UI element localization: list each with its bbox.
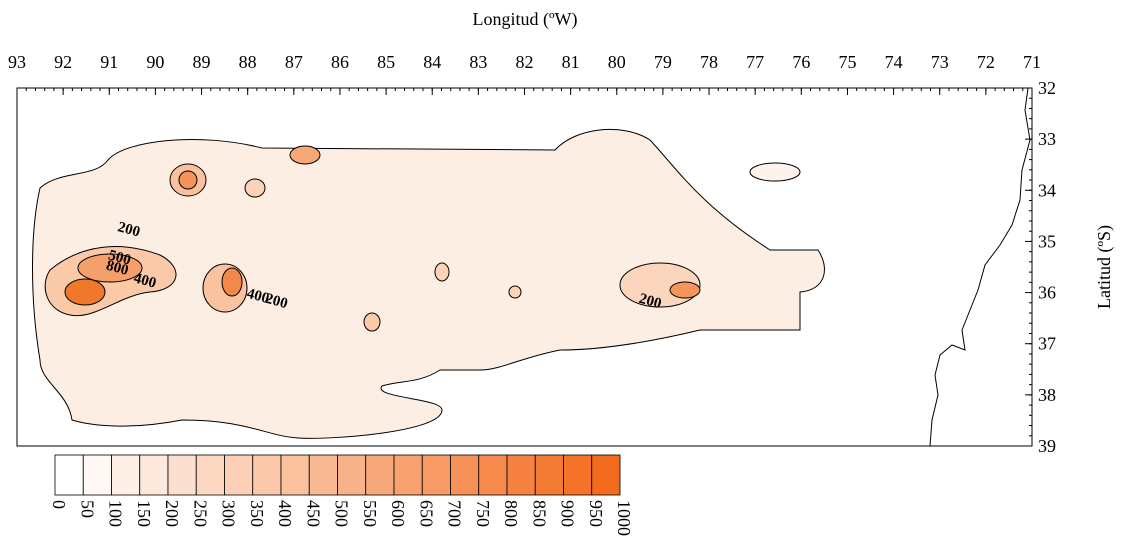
- x-tick-label: 71: [1023, 52, 1041, 72]
- colorbar-swatch: [111, 454, 141, 496]
- colorbar-label: 400: [275, 500, 295, 527]
- colorbar-label: 750: [473, 500, 493, 527]
- x-tick-label: 93: [8, 52, 26, 72]
- x-tick-label: 82: [516, 52, 534, 72]
- contour-label: 200: [263, 291, 289, 312]
- colorbar-label: 450: [303, 500, 323, 527]
- contour-label: 400: [132, 270, 158, 291]
- colorbar-swatch: [450, 454, 480, 496]
- colorbar-label: 700: [445, 500, 465, 527]
- x-tick-label: 81: [562, 52, 580, 72]
- coastline: [929, 87, 1031, 447]
- x-tick-label: 75: [838, 52, 856, 72]
- colorbar-label: 550: [360, 500, 380, 527]
- contour-peak: [64, 278, 106, 306]
- colorbar-label: 600: [388, 500, 408, 527]
- x-tick-label: 85: [377, 52, 395, 72]
- contour-region: [32, 128, 825, 439]
- colorbar-swatch: [534, 454, 564, 496]
- colorbar-swatch: [139, 454, 169, 496]
- colorbar-label: 950: [586, 500, 606, 527]
- contour-label: 200: [116, 219, 142, 240]
- colorbar-swatch: [393, 454, 423, 496]
- colorbar-swatch: [195, 454, 225, 496]
- contour-peak: [221, 267, 243, 297]
- colorbar-label: 500: [332, 500, 352, 527]
- x-tick-label: 84: [423, 52, 441, 72]
- colorbar-label: 100: [106, 500, 126, 527]
- x-tick-label: 89: [193, 52, 211, 72]
- colorbar-label: 150: [134, 500, 154, 527]
- contour-high: [434, 262, 450, 282]
- colorbar-label: 200: [162, 500, 182, 527]
- colorbar-swatch: [337, 454, 367, 496]
- colorbar-swatch: [421, 454, 451, 496]
- colorbar-swatch: [280, 454, 310, 496]
- contour-peak: [77, 253, 143, 283]
- y-tick-label: 37: [1038, 334, 1056, 354]
- x-tick-label: 90: [146, 52, 164, 72]
- y-tick-label: 39: [1038, 436, 1056, 456]
- contour-label: 500: [107, 247, 133, 268]
- x-tick-label: 87: [285, 52, 303, 72]
- contour-peak: [289, 145, 321, 165]
- x-tick-label: 73: [931, 52, 949, 72]
- contour-label: 200: [637, 291, 663, 312]
- colorbar: 0 50 100 150 200 250 300 350 400 450 500 550 600 650 7…: [49, 454, 634, 536]
- contour-peak: [178, 170, 198, 190]
- colorbar-swatch: [224, 454, 254, 496]
- colorbar-swatch: [563, 454, 593, 496]
- colorbar-label: 50: [77, 500, 97, 518]
- x-tick-label: 91: [100, 52, 118, 72]
- x-tick-label: 79: [654, 52, 672, 72]
- contour-label: 800: [104, 258, 130, 279]
- colorbar-swatch: [167, 454, 197, 496]
- y-tick-label: 36: [1038, 283, 1056, 303]
- y-tick-label: 32: [1038, 78, 1056, 98]
- x-tick-label: 92: [54, 52, 72, 72]
- colorbar-swatch: [365, 454, 395, 496]
- colorbar-label: 650: [416, 500, 436, 527]
- map-frame: [16, 87, 1033, 447]
- contour-label: 400: [245, 286, 271, 307]
- x-tick-label: 83: [469, 52, 487, 72]
- colorbar-label: 800: [501, 500, 521, 527]
- colorbar-label: 1000: [614, 500, 634, 536]
- y-tick-label: 35: [1038, 231, 1056, 251]
- x-tick-label: 76: [792, 52, 810, 72]
- colorbar-label: 850: [529, 500, 549, 527]
- colorbar-swatch: [54, 454, 84, 496]
- y-tick-label: 33: [1038, 129, 1056, 149]
- colorbar-label: 0: [49, 500, 69, 509]
- x-tick-label: 80: [608, 52, 626, 72]
- colorbar-label: 300: [219, 500, 239, 527]
- x-tick-label: 88: [239, 52, 257, 72]
- x-axis-title: Longitud (ºW): [472, 9, 577, 30]
- contour-peak: [669, 281, 701, 299]
- contour-island: [749, 162, 801, 182]
- x-tick-label: 72: [977, 52, 995, 72]
- y-tick-label: 34: [1038, 180, 1056, 200]
- colorbar-swatch: [591, 454, 621, 496]
- x-tick-label: 77: [746, 52, 764, 72]
- x-tick-label: 74: [885, 52, 903, 72]
- y-axis-title: Latitud (ºS): [1094, 225, 1115, 309]
- colorbar-swatch: [308, 454, 338, 496]
- contour-high: [363, 312, 381, 332]
- colorbar-swatch: [252, 454, 282, 496]
- colorbar-swatch: [478, 454, 508, 496]
- colorbar-label: 350: [247, 500, 267, 527]
- colorbar-swatch: [506, 454, 536, 496]
- colorbar-swatch: [82, 454, 112, 496]
- colorbar-label: 250: [190, 500, 210, 527]
- colorbar-label: 900: [558, 500, 578, 527]
- x-tick-label: 86: [331, 52, 349, 72]
- contour-high: [244, 178, 266, 198]
- contour-high: [508, 285, 522, 299]
- precipitation-field: [32, 128, 825, 439]
- y-tick-label: 38: [1038, 385, 1056, 405]
- x-tick-label: 78: [700, 52, 718, 72]
